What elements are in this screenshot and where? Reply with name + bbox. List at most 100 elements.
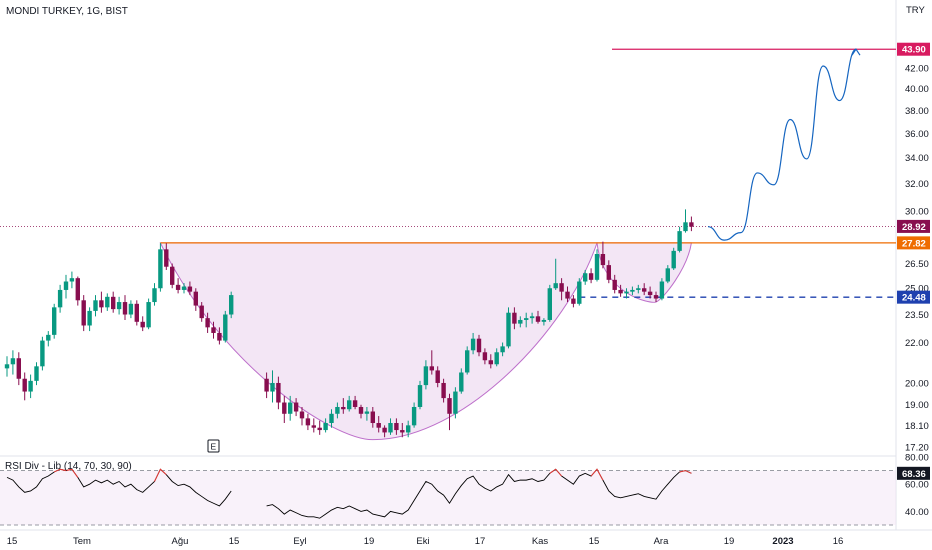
- candle-body: [671, 250, 676, 269]
- candle-body: [358, 406, 364, 414]
- candle-body: [630, 289, 635, 292]
- candle-body: [583, 273, 588, 282]
- candle-body: [317, 427, 322, 431]
- candle-body: [565, 291, 570, 299]
- y-tick-label: 32.00: [905, 179, 929, 190]
- rsi-divergence-mark: [590, 468, 604, 481]
- candle-body: [624, 291, 629, 294]
- x-tick-label: 19: [364, 536, 375, 547]
- candle-body: [453, 391, 458, 414]
- candle-body: [600, 254, 606, 266]
- projection-arrowhead: [851, 48, 861, 56]
- candle-body: [470, 338, 476, 351]
- rsi-tick-label: 40.00: [905, 507, 929, 518]
- candle-body: [494, 352, 499, 365]
- candle-body: [264, 378, 269, 392]
- candle-body: [441, 382, 446, 399]
- candle-body: [122, 302, 128, 315]
- rsi-divergence-mark: [549, 468, 562, 477]
- candle-body: [305, 418, 311, 426]
- cup-and-handle-pattern: [159, 242, 692, 441]
- candle-body: [341, 406, 346, 410]
- candle-body: [205, 318, 210, 328]
- rsi-line: [266, 468, 692, 519]
- candle-body: [34, 366, 39, 381]
- candle-body: [57, 289, 63, 308]
- candle-body: [99, 300, 104, 308]
- candle-body: [376, 423, 381, 428]
- candle-body: [105, 296, 110, 308]
- y-tick-label: 25.00: [905, 284, 929, 295]
- candle-body: [63, 281, 69, 290]
- candle-body: [659, 281, 665, 299]
- candle-body: [128, 303, 134, 315]
- candle-body: [394, 423, 399, 431]
- candle-body: [588, 273, 594, 280]
- candle-body: [689, 222, 694, 227]
- candle-body: [636, 288, 641, 290]
- candle-body: [81, 300, 86, 326]
- rsi-line: [6, 468, 232, 507]
- price-tag-last_price: [897, 219, 930, 233]
- candle-body: [87, 310, 92, 326]
- candle-body: [465, 350, 470, 373]
- y-tick-label: 26.50: [905, 259, 929, 270]
- candle-body: [482, 352, 488, 361]
- candle-body: [352, 400, 358, 407]
- candle-body: [653, 295, 659, 299]
- rsi-band: [0, 470, 896, 525]
- candle-body: [541, 319, 547, 322]
- x-tick-label: Tem: [73, 536, 91, 547]
- candle-body: [518, 319, 523, 324]
- candle-body: [211, 327, 216, 333]
- candle-body: [175, 284, 181, 290]
- candle-body: [311, 425, 316, 428]
- earnings-badge[interactable]: E: [207, 439, 220, 453]
- x-tick-label: 2023: [772, 536, 793, 547]
- candle-body: [158, 249, 163, 289]
- earnings-badge-label: E: [211, 442, 217, 452]
- candle-body: [447, 398, 452, 414]
- candle-body: [577, 281, 582, 304]
- candle-body: [111, 296, 116, 310]
- candle-body: [417, 385, 423, 407]
- candle-body: [535, 316, 541, 322]
- x-tick-label: 15: [589, 536, 600, 547]
- candle-body: [347, 400, 352, 410]
- time-axis[interactable]: 15 Tem Ağu 15 Eyl 19 Eki 17 Kas 15 Ara 19 2023 16: [7, 536, 844, 547]
- candle-body: [69, 278, 75, 282]
- candle-body: [411, 406, 417, 426]
- candle-body: [400, 430, 405, 433]
- candle-body: [370, 411, 375, 424]
- candle-body: [28, 380, 33, 392]
- candle-body: [4, 364, 10, 369]
- rsi-value-tag: [897, 466, 930, 480]
- candle-body: [423, 366, 429, 386]
- projection-line: [707, 48, 857, 241]
- candle-body: [134, 303, 139, 322]
- candle-body: [146, 302, 151, 328]
- x-tick-label: Ağu: [172, 536, 189, 547]
- currency-label: TRY: [906, 5, 925, 16]
- candle-body: [647, 291, 653, 296]
- y-tick-label: 19.00: [905, 400, 929, 411]
- candle-body: [665, 268, 670, 282]
- y-tick-label: 17.20: [905, 443, 929, 454]
- y-tick-label: 18.10: [905, 421, 929, 432]
- candle-body: [683, 222, 688, 232]
- candle-body: [193, 291, 198, 306]
- candle-body: [571, 298, 576, 304]
- candle-body: [282, 402, 287, 414]
- y-tick-label: 38.00: [905, 106, 929, 117]
- x-tick-label: 15: [229, 536, 240, 547]
- candle-body: [606, 265, 611, 280]
- rsi-divergence-mark: [679, 470, 692, 474]
- candle-body: [22, 378, 27, 392]
- candle-body: [323, 423, 328, 431]
- price-tag-label: 28.92: [902, 222, 926, 233]
- price-axis[interactable]: 42.0040.0038.0036.0034.0032.0030.0028.00…: [905, 64, 929, 518]
- x-tick-label: Kas: [532, 536, 549, 547]
- candle-body: [199, 305, 204, 319]
- candle-body: [529, 316, 535, 319]
- candle-body: [506, 312, 511, 347]
